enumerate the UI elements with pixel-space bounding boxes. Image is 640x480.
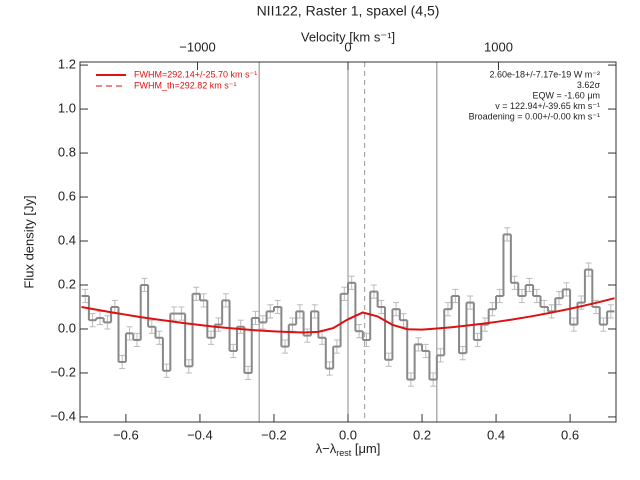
y-tick-label: −0.2 (50, 364, 76, 379)
x-label-main: λ−λ (316, 441, 337, 456)
y-tick-label: 0.8 (58, 144, 76, 159)
annotation: 2.60e-18+/-7.17e-19 W m⁻² (489, 69, 600, 79)
fit-line (81, 297, 615, 334)
x-label-sub: rest (336, 448, 352, 458)
y-tick-label: 0.6 (58, 188, 76, 203)
x-tick-label: 0.6 (561, 427, 579, 442)
x-tick-label: −0.2 (261, 427, 287, 442)
x-tick-label: 0.0 (339, 427, 357, 442)
x2-tick-label: −1000 (179, 39, 216, 54)
y-tick-label: 1.0 (58, 100, 76, 115)
y-tick-label: 0.2 (58, 276, 76, 291)
annotation: Broadening = 0.00+/-0.00 km s⁻¹ (469, 111, 600, 121)
legend-label: FWHM_th=292.82 km s⁻¹ (134, 80, 237, 90)
x2-tick-label: 1000 (484, 39, 513, 54)
y-axis-label: Flux density [Jy] (21, 195, 36, 288)
x-axis-label: λ−λrest [μm] (316, 441, 381, 458)
annotation: v = 122.94+/-39.65 km s⁻¹ (495, 101, 600, 111)
annotation: EQW = -1.60 μm (533, 90, 600, 100)
y-tick-label: 0.4 (58, 232, 76, 247)
annotation: 3.62σ (577, 80, 601, 90)
y-tick-label: −0.4 (50, 408, 76, 423)
x2-tick-label: 0 (344, 39, 351, 54)
x-tick-label: −0.6 (113, 427, 139, 442)
x-label-unit: [μm] (351, 441, 380, 456)
x-tick-label: 0.4 (487, 427, 505, 442)
x-tick-label: −0.4 (187, 427, 213, 442)
y-tick-label: 0.0 (58, 320, 76, 335)
x2-axis-label: Velocity [km s⁻¹] (301, 29, 395, 44)
legend-label: FWHM=292.14+/-25.70 km s⁻¹ (134, 69, 257, 79)
chart-title: NII122, Raster 1, spaxel (4,5) (257, 3, 440, 19)
x-tick-label: 0.2 (413, 427, 431, 442)
y-tick-label: 1.2 (58, 57, 76, 72)
